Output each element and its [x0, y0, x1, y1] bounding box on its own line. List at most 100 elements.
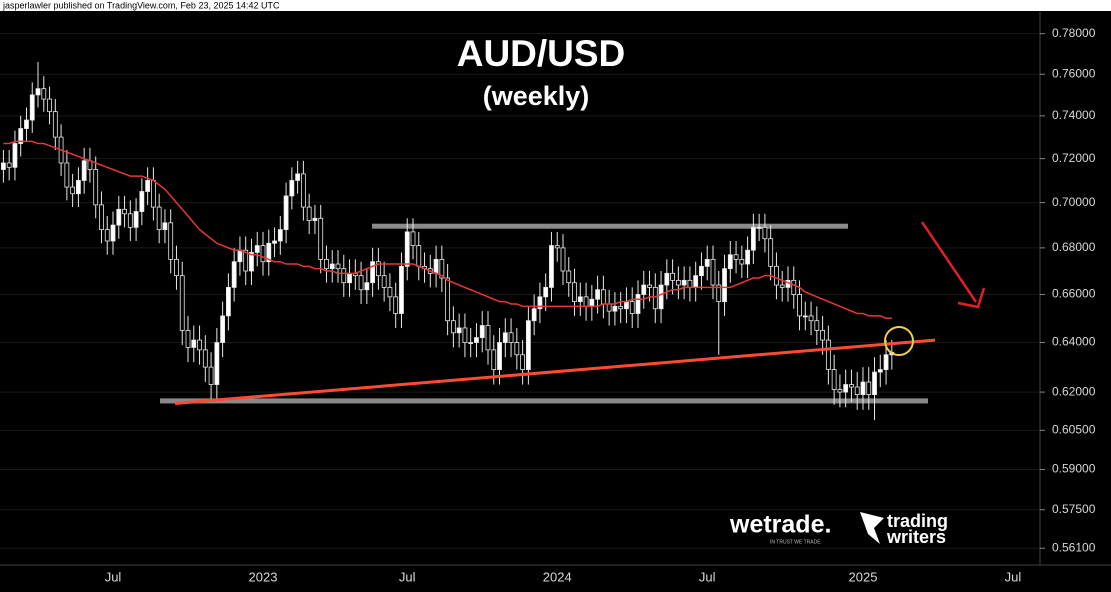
y-tick-label: 0.64000 [1052, 335, 1096, 349]
candle-body [29, 94, 35, 121]
candle-body [831, 369, 837, 390]
candle-body [866, 381, 872, 396]
candle-body [70, 186, 76, 195]
y-tick-label: 0.66000 [1052, 287, 1096, 301]
candle-body [768, 238, 774, 267]
candle-body [554, 245, 560, 249]
candle-body [883, 354, 889, 370]
chart-title: AUD/USD [457, 33, 626, 74]
candle-body [814, 320, 820, 331]
candle-body [837, 389, 843, 393]
candle-body [312, 217, 318, 221]
candle-body [525, 320, 531, 370]
candle-body [549, 245, 554, 288]
y-tick-label: 0.57500 [1052, 502, 1096, 516]
y-tick-label: 0.60500 [1052, 422, 1096, 436]
candle-body [306, 206, 312, 221]
candle-body [704, 258, 710, 267]
candle-body [566, 270, 572, 284]
watermark-logo: writers [886, 527, 946, 547]
candle-body [404, 231, 410, 267]
candle-body [531, 308, 537, 322]
candle-body [791, 279, 797, 295]
candle-body [139, 191, 145, 212]
candle-body [624, 301, 629, 310]
candle-body [860, 381, 866, 396]
candle-body [675, 279, 681, 286]
candle-body [439, 258, 445, 279]
candle-body [300, 173, 306, 208]
candle-body [116, 208, 122, 226]
level-line [160, 398, 928, 404]
candle-body [381, 275, 387, 288]
candle-body [266, 242, 272, 263]
candle-body [825, 339, 831, 370]
candle-body [220, 315, 226, 343]
moving-average [3, 140, 892, 320]
candle-body [641, 284, 647, 295]
candle-body [733, 254, 739, 260]
candle-body [670, 272, 676, 281]
candle-body [47, 98, 52, 113]
candle-body [243, 249, 249, 272]
candle-body [399, 265, 404, 314]
candle-body [710, 258, 716, 286]
candle-body [877, 369, 883, 373]
candle-body [231, 261, 237, 288]
candle-body [589, 298, 595, 307]
candle-body [843, 384, 849, 393]
x-tick-label: 2025 [849, 569, 878, 584]
candle-body [318, 217, 324, 260]
candle-body [145, 180, 151, 192]
candle-body [583, 296, 589, 307]
candle-body [497, 342, 502, 370]
candle-body [629, 301, 635, 314]
candle-body [122, 208, 127, 215]
candle-body [416, 245, 422, 267]
candle-body [502, 332, 508, 343]
candle-body [358, 275, 364, 291]
x-tick-label: Jul [699, 569, 716, 584]
candle-body [872, 371, 877, 396]
candle-body [283, 195, 289, 231]
candle-body [18, 128, 24, 144]
candle-body [474, 337, 479, 343]
candle-body [375, 261, 381, 277]
candle-body [808, 315, 814, 322]
candle-body [168, 222, 174, 260]
candle-body [191, 339, 197, 348]
y-tick-label: 0.78000 [1052, 26, 1096, 40]
watermark-logo: trading [887, 511, 948, 531]
candle-body [820, 329, 825, 341]
candle-body [635, 294, 641, 314]
candle-body [485, 325, 491, 351]
x-tick-label: Jul [105, 569, 122, 584]
candle-body [272, 240, 277, 244]
candle-body [854, 386, 860, 396]
candle-body [260, 245, 266, 263]
candle-body [693, 275, 699, 288]
candle-body [329, 263, 335, 270]
y-tick-label: 0.59000 [1052, 462, 1096, 476]
candle-body [658, 284, 664, 310]
candle-body [289, 180, 295, 197]
candle-body [849, 384, 854, 388]
candle-body [779, 284, 785, 288]
candle-body [537, 296, 543, 310]
candle-body [156, 206, 162, 231]
y-tick-label: 0.74000 [1052, 108, 1096, 122]
x-tick-label: Jul [399, 569, 416, 584]
watermark-icon [860, 512, 884, 544]
watermark-logo: wetrade. [729, 511, 831, 539]
highlight-circle [884, 326, 914, 356]
x-tick-label: Jul [1005, 569, 1022, 584]
candle-body [410, 231, 416, 246]
level-line [372, 223, 848, 229]
candle-body [543, 286, 549, 298]
candle-body [104, 229, 110, 242]
candle-body [612, 305, 618, 312]
candle-body [756, 226, 762, 229]
